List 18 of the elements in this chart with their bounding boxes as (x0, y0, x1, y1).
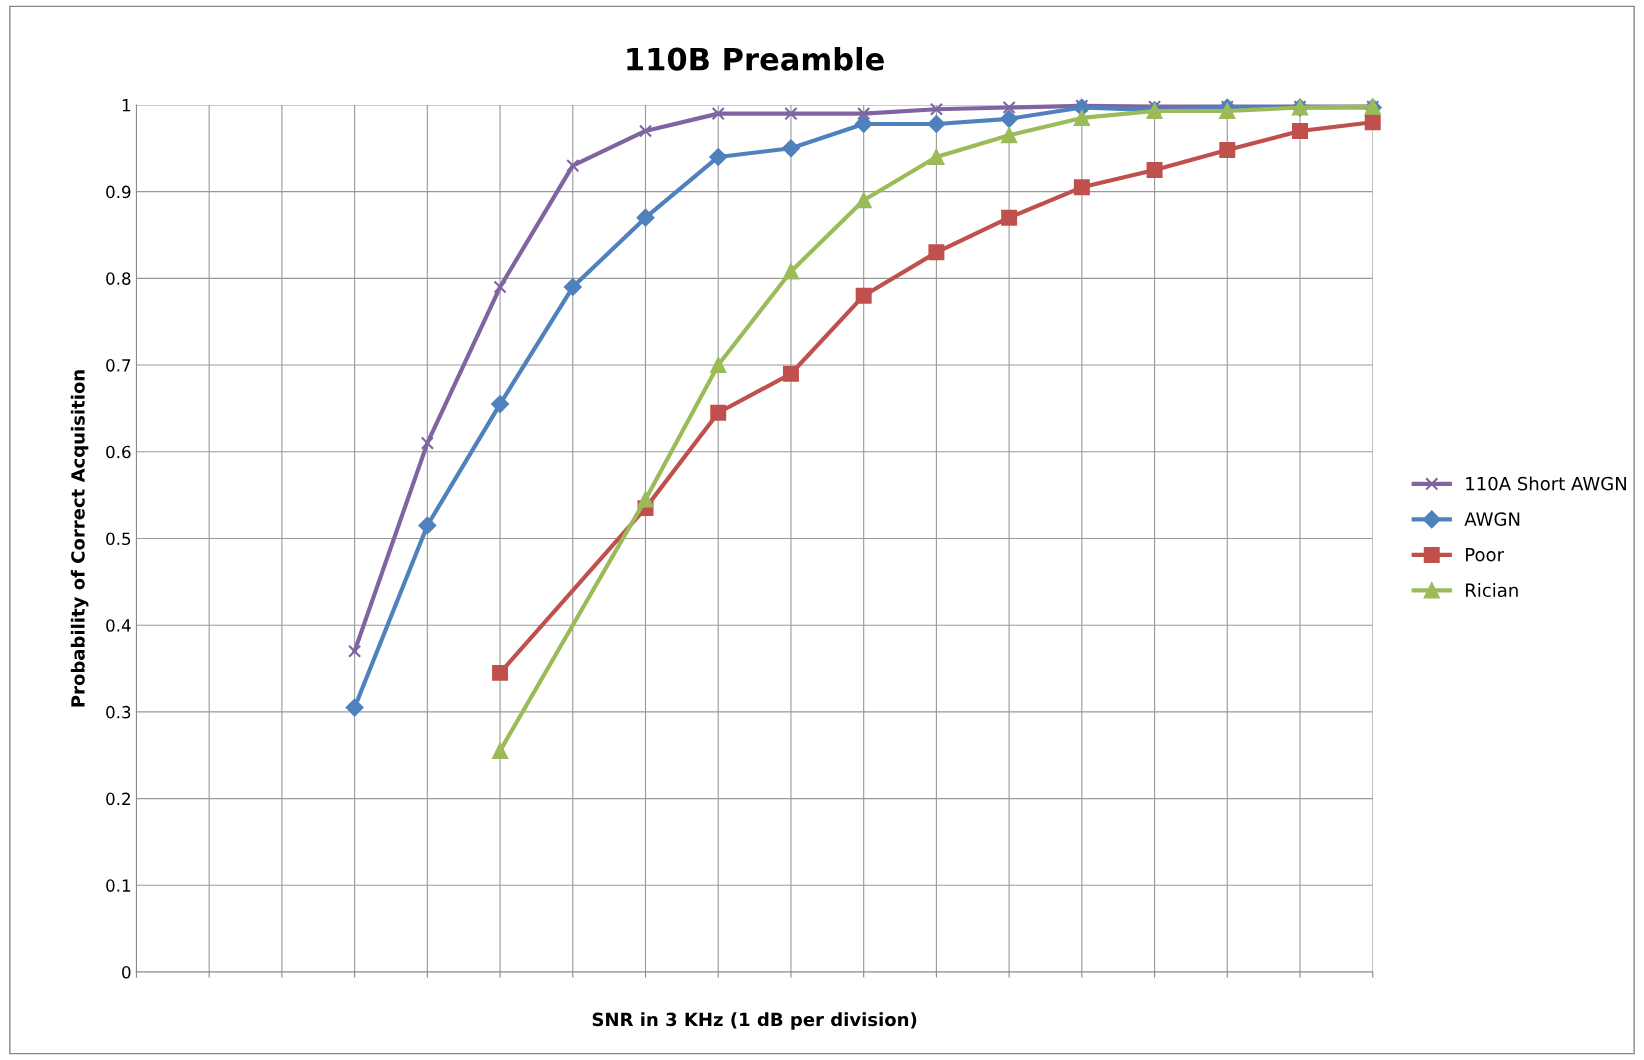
y-tick-label: 0.2 (106, 792, 130, 806)
y-tick-label: 0.8 (106, 272, 131, 285)
y-tick-label: 0.6 (106, 445, 131, 459)
y-tick-label: 0.5 (106, 532, 131, 546)
chart-title: 110B Preamble (627, 47, 884, 71)
legend-label: 110A Short AWGN (1466, 476, 1626, 491)
y-tick-label: 0.1 (106, 879, 131, 892)
y-axis-title: Probability of Correct Acquisition (70, 370, 89, 707)
y-tick-label: 0.7 (106, 359, 131, 372)
y-tick-label: 0.4 (106, 619, 131, 632)
x-axis-title: SNR in 3 KHz (1 dB per division) (592, 1012, 917, 1030)
legend-label: Poor (1466, 548, 1505, 562)
y-tick-label: 0 (122, 965, 131, 979)
y-tick-label: 0.9 (106, 185, 131, 199)
legend-label: AWGN (1464, 512, 1520, 526)
y-tick-label: 0.3 (106, 705, 131, 719)
y-tick-label: 1 (122, 99, 131, 112)
legend-label: Rician (1466, 583, 1518, 598)
